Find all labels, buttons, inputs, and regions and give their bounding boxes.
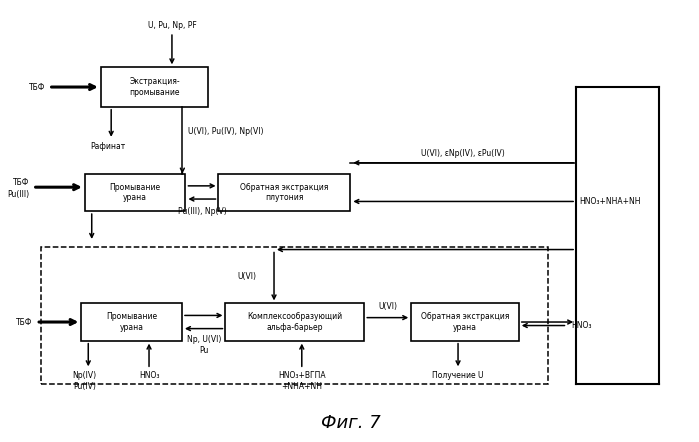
Text: Np, U(VI)
Pu: Np, U(VI) Pu — [187, 335, 221, 354]
Text: Промывание
урана: Промывание урана — [106, 312, 157, 332]
Text: Pu(III): Pu(III) — [7, 190, 29, 199]
Text: U(VI): U(VI) — [378, 302, 397, 312]
Bar — [85, 174, 185, 211]
Bar — [219, 174, 350, 211]
Bar — [81, 303, 182, 341]
Text: U, Pu, Np, PF: U, Pu, Np, PF — [147, 21, 196, 30]
Bar — [411, 303, 519, 341]
Text: Pu(III), Np(V): Pu(III), Np(V) — [178, 207, 226, 216]
Text: Рафинат: Рафинат — [90, 142, 125, 151]
Bar — [225, 303, 364, 341]
Text: U(VI): U(VI) — [238, 272, 257, 281]
Text: ТБФ: ТБФ — [16, 317, 33, 327]
Text: Обратная экстракция
плутония: Обратная экстракция плутония — [240, 183, 329, 202]
Bar — [41, 248, 548, 384]
Text: Получение U: Получение U — [432, 371, 484, 381]
Text: Обратная экстракция
урана: Обратная экстракция урана — [421, 312, 509, 332]
Text: HNO₃: HNO₃ — [571, 321, 591, 330]
Bar — [101, 67, 208, 107]
Text: Комплексообразующий
альфа-барьер: Комплексообразующий альфа-барьер — [247, 312, 343, 332]
Text: U(VI), εNp(IV), εPu(IV): U(VI), εNp(IV), εPu(IV) — [421, 149, 505, 157]
Text: Экстракция-
промывание: Экстракция- промывание — [129, 77, 180, 97]
Text: Промывание
урана: Промывание урана — [110, 183, 161, 202]
Text: U(VI), Pu(IV), Np(VI): U(VI), Pu(IV), Np(VI) — [188, 127, 264, 136]
Text: ТБФ: ТБФ — [29, 83, 45, 91]
Text: Фиг. 7: Фиг. 7 — [321, 414, 380, 432]
Text: HNO₃+ВГПА
+NHA+NH: HNO₃+ВГПА +NHA+NH — [278, 371, 326, 391]
Text: Np(IV)
Pu(IV): Np(IV) Pu(IV) — [73, 371, 97, 391]
Text: ТБФ: ТБФ — [13, 178, 29, 187]
Text: HNO₃+NHA+NH: HNO₃+NHA+NH — [579, 197, 641, 206]
Text: HNO₃: HNO₃ — [139, 371, 159, 381]
